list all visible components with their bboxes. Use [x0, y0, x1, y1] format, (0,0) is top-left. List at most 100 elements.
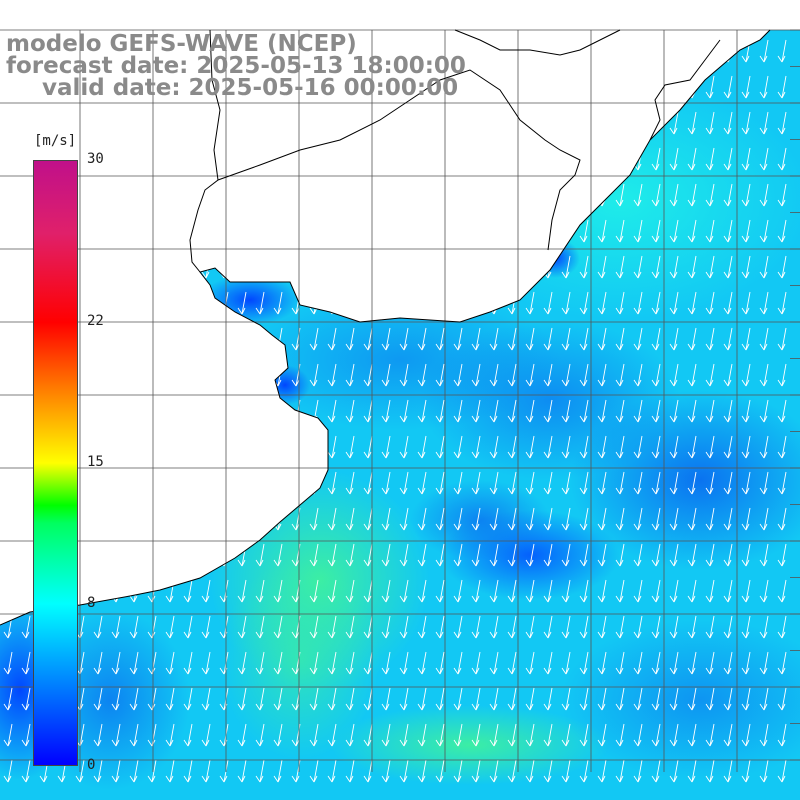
- wind-arrow: [381, 111, 391, 135]
- wind-arrow: [615, 399, 625, 423]
- wind-arrow: [507, 255, 517, 279]
- wind-arrow: [453, 723, 463, 747]
- wind-arrow: [615, 255, 625, 279]
- wind-arrow: [669, 147, 679, 171]
- wind-arrow: [507, 39, 517, 63]
- wind-arrow: [21, 723, 31, 747]
- wind-arrow: [165, 543, 175, 567]
- wind-arrow: [309, 327, 319, 351]
- wind-arrow: [579, 183, 589, 207]
- wind-arrow: [669, 219, 679, 243]
- wind-arrow: [597, 219, 607, 243]
- wind-arrow: [129, 543, 139, 567]
- wind-arrow: [129, 471, 139, 495]
- wind-arrow: [201, 687, 211, 711]
- wind-arrow: [93, 651, 103, 675]
- wind-arrow: [147, 399, 157, 423]
- wind-arrow: [633, 579, 643, 603]
- wind-arrow: [21, 759, 31, 783]
- colorbar-tick-30: 30: [87, 151, 104, 167]
- wind-arrow: [363, 435, 373, 459]
- wind-arrow: [633, 471, 643, 495]
- wind-arrow: [525, 75, 535, 99]
- wind-arrow: [525, 399, 535, 423]
- wind-arrow: [507, 579, 517, 603]
- wind-arrow: [381, 147, 391, 171]
- wind-arrow: [345, 615, 355, 639]
- wind-arrow: [39, 111, 49, 135]
- wind-arrow: [3, 111, 13, 135]
- wind-arrow: [759, 615, 769, 639]
- wind-arrow: [363, 147, 373, 171]
- wind-arrow: [579, 687, 589, 711]
- wind-arrow: [237, 651, 247, 675]
- wind-arrow: [633, 327, 643, 351]
- wind-arrow: [255, 327, 265, 351]
- wind-arrow: [633, 435, 643, 459]
- wind-arrow: [687, 687, 697, 711]
- wind-arrow: [309, 723, 319, 747]
- colorbar: [33, 160, 78, 766]
- wind-arrow: [435, 723, 445, 747]
- wind-arrow: [327, 363, 337, 387]
- wind-arrow: [345, 543, 355, 567]
- wind-arrow: [363, 507, 373, 531]
- wind-arrow: [633, 687, 643, 711]
- wind-arrow: [669, 651, 679, 675]
- wind-arrow: [741, 327, 751, 351]
- wind-arrow: [759, 327, 769, 351]
- wind-arrow: [723, 471, 733, 495]
- wind-arrow: [489, 651, 499, 675]
- wind-arrow: [741, 255, 751, 279]
- wind-arrow: [507, 219, 517, 243]
- colorbar-tick-15: 15: [87, 454, 104, 470]
- wind-arrow: [237, 759, 247, 783]
- wind-arrow: [489, 255, 499, 279]
- wind-arrow: [21, 579, 31, 603]
- border-uruguay-brazil: [217, 69, 581, 251]
- wind-arrow: [597, 327, 607, 351]
- wind-arrow: [255, 183, 265, 207]
- wind-arrow: [201, 615, 211, 639]
- wind-arrow: [597, 759, 607, 783]
- wind-arrow: [327, 399, 337, 423]
- wind-arrow: [111, 147, 121, 171]
- wind-arrow: [777, 363, 787, 387]
- wind-arrow: [525, 651, 535, 675]
- wind-arrow: [507, 111, 517, 135]
- wind-arrow: [327, 579, 337, 603]
- wind-arrow: [759, 75, 769, 99]
- wind-arrow: [165, 291, 175, 315]
- wind-arrow: [705, 723, 715, 747]
- wind-arrow: [129, 435, 139, 459]
- wind-arrow: [165, 687, 175, 711]
- wind-arrow: [741, 759, 751, 783]
- wind-arrow: [687, 363, 697, 387]
- wind-arrow: [525, 219, 535, 243]
- wind-arrow: [345, 759, 355, 783]
- wind-arrow: [327, 723, 337, 747]
- wind-arrow: [273, 471, 283, 495]
- wind-arrow: [21, 471, 31, 495]
- wind-arrow: [219, 183, 229, 207]
- wind-arrow: [165, 435, 175, 459]
- wind-arrow: [579, 435, 589, 459]
- wind-arrow: [687, 579, 697, 603]
- wind-arrow: [399, 579, 409, 603]
- wind-arrow: [633, 363, 643, 387]
- wind-arrow: [525, 435, 535, 459]
- wind-arrow: [633, 183, 643, 207]
- wind-arrow: [345, 507, 355, 531]
- wind-arrow: [561, 651, 571, 675]
- wind-arrow: [219, 507, 229, 531]
- wind-arrow: [759, 363, 769, 387]
- wind-arrow: [597, 579, 607, 603]
- wind-arrow: [381, 363, 391, 387]
- wind-arrow: [345, 111, 355, 135]
- wind-arrow: [777, 435, 787, 459]
- wind-arrow: [597, 255, 607, 279]
- wind-arrow: [93, 363, 103, 387]
- wind-arrow: [129, 687, 139, 711]
- wind-arrow: [525, 579, 535, 603]
